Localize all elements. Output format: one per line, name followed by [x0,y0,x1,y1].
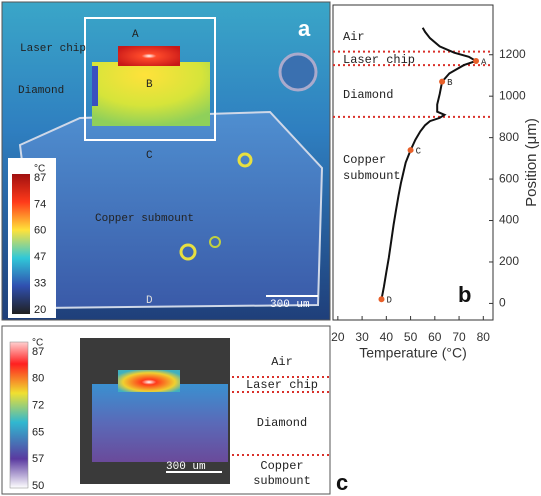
colorbar-tick: 80 [32,373,44,385]
data-line [380,27,479,300]
copper-region [18,110,324,310]
colorbar-tick: 33 [34,278,46,290]
y-tick-label: 800 [499,130,519,144]
annotation: Laser chip [20,43,86,55]
region-label: Air [343,30,365,44]
bubble [278,52,318,92]
point-label: B [447,78,453,88]
y-tick-label: 400 [499,213,519,227]
x-tick-label: 50 [404,330,418,344]
region-label: Diamond [343,88,393,102]
colorbar [12,174,30,314]
bubble [209,236,221,248]
zoom-box [84,17,216,141]
annotation: B [146,79,153,91]
diamond-region [92,384,228,462]
y-axis-title: Position (μm) [523,118,540,207]
region-label: Laser chip [343,53,415,67]
y-tick-label: 600 [499,171,519,185]
scale-label: 300 um [270,299,310,311]
plot-area [332,4,494,321]
colorbar-unit: °C [34,164,45,175]
region-label: submount [253,474,311,488]
colorbar-tick: 60 [34,225,46,237]
region-label: Copper [260,459,303,473]
colorbar-labels: °C87 80 72 65 57 50 [32,338,44,492]
chip-region [118,46,180,66]
x-tick-label: 20 [331,330,345,344]
annotation: A [132,29,139,41]
x-tick-label: 60 [428,330,442,344]
point-label: D [386,296,391,306]
colorbar [9,341,29,489]
region-label: submount [343,169,401,183]
line-chart: 0 200 400 600 800 1000 1200 20 30 40 50 60 70 80 Tempe… [331,27,540,361]
point-marker [473,57,480,64]
point-label: A [481,57,487,67]
region-label: Diamond [257,416,307,430]
x-tick-label: 40 [380,330,394,344]
colorbar-tick: 50 [32,480,44,492]
annotation: D [146,295,153,307]
panel-label: b [458,282,471,307]
colorbar-tick: 74 [34,198,46,210]
x-tick-label: 80 [477,330,491,344]
x-tick-label: 70 [452,330,466,344]
y-tick-label: 200 [499,254,519,268]
chip-region [118,370,180,392]
colorbar-tick: 87 [34,172,46,184]
y-tick-label: 0 [499,296,506,310]
colorbar-tick: 47 [34,251,46,263]
colorbar-tick: 87 [32,346,44,358]
bubble [237,152,253,168]
colorbar-unit: °C [32,338,43,349]
x-axis-title: Temperature (°C) [359,345,467,361]
colorbar-tick: 72 [32,400,44,412]
bubble [179,243,197,261]
annotation: Copper submount [95,213,194,225]
scale-label: 300 um [166,461,206,473]
point-label: C [416,146,422,156]
diamond-region [92,62,210,126]
point-marker [439,78,446,85]
panel-label: c [336,470,348,495]
colorbar-tick: 57 [32,453,44,465]
region-label: Copper [343,153,386,167]
region-label: Laser chip [246,378,318,392]
colorbar-tick: 20 [34,304,46,316]
annotation: C [146,150,153,162]
point-marker [378,296,385,303]
y-tick-label: 1000 [499,88,526,102]
point-marker [407,147,414,154]
annotation: Diamond [18,85,64,97]
diamond-edge [92,66,98,106]
y-tick-label: 1200 [499,47,526,61]
x-tick-label: 30 [355,330,369,344]
panel-label: a [298,16,311,41]
region-label: Air [271,355,293,369]
colorbar-labels: °C87 74 60 47 33 20 [34,164,46,316]
colorbar-tick: 65 [32,426,44,438]
